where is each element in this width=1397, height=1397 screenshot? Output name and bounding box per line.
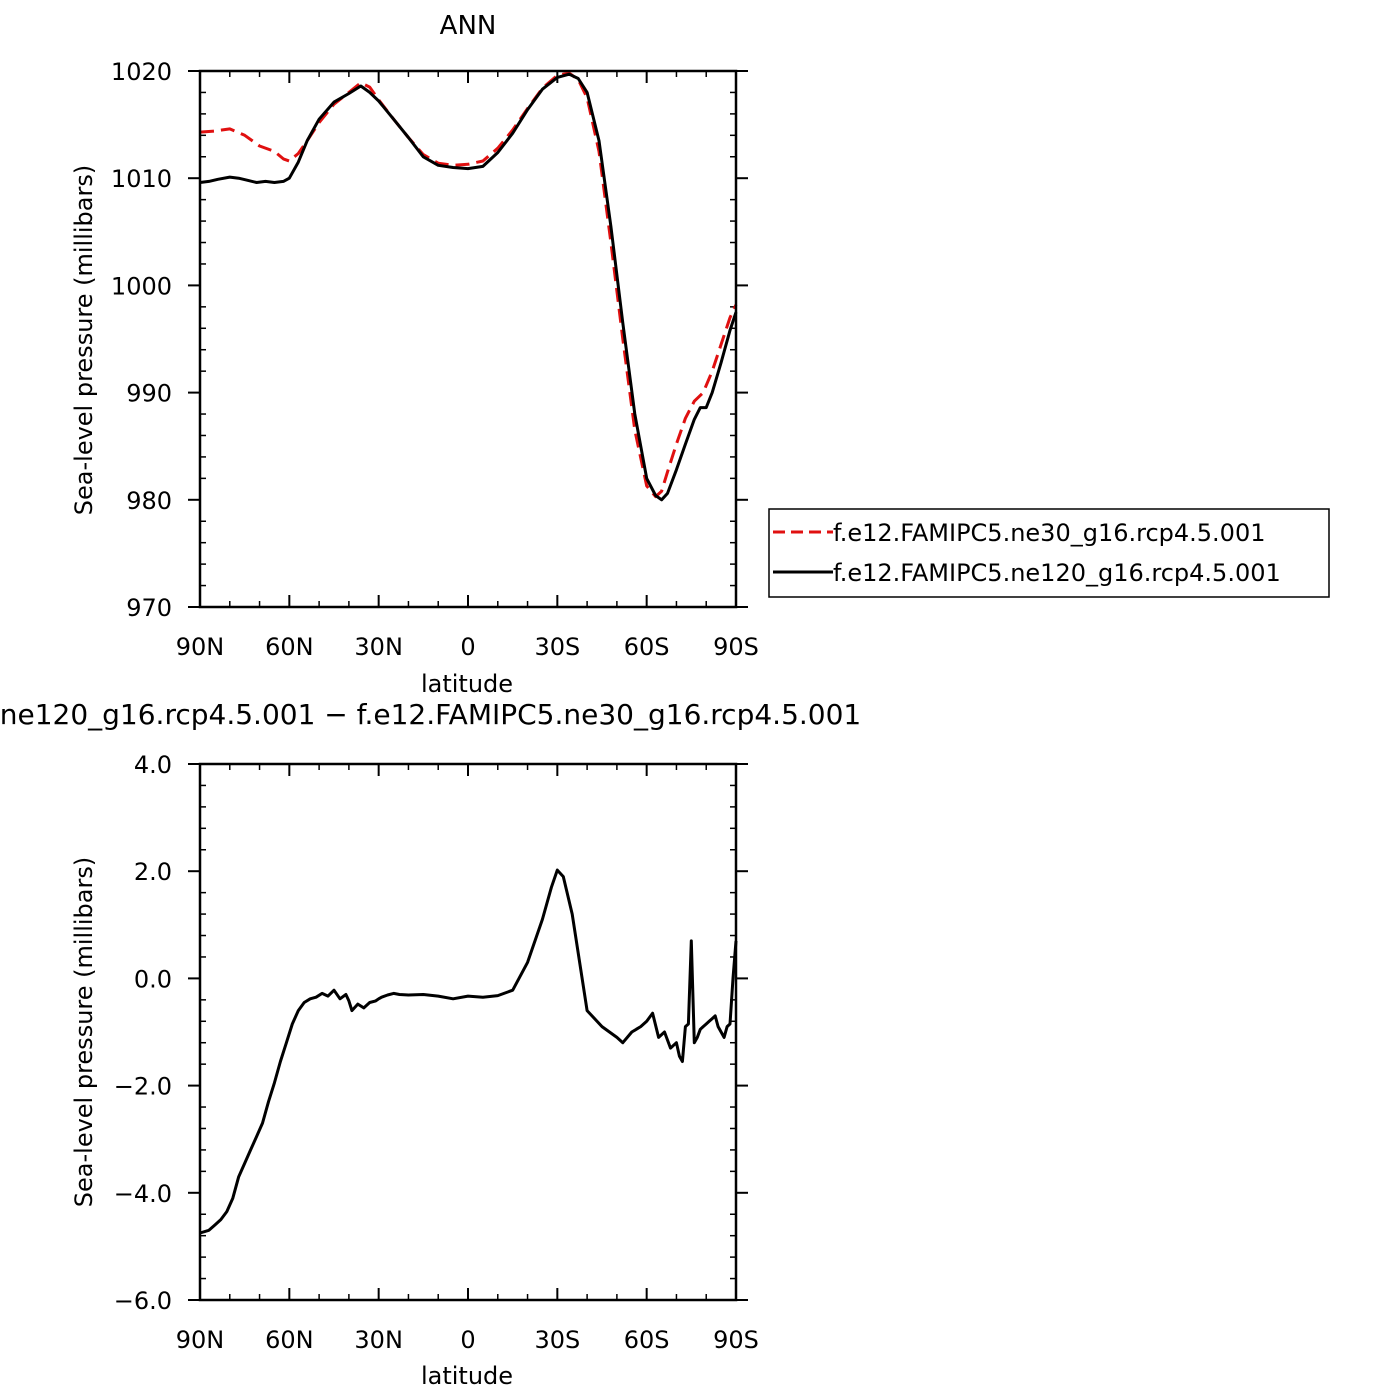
bottom-x-tick-label: 90N [176, 1326, 225, 1354]
top-y-tick-label: 990 [126, 380, 172, 408]
top-chart-title: ANN [440, 11, 497, 41]
top-series-line-1 [199, 72, 738, 502]
bottom-x-tick-label: 30S [534, 1326, 580, 1354]
top-y-tick-label: 980 [126, 487, 172, 515]
bottom-y-axis-label: Sea-level pressure (millibars) [70, 857, 98, 1207]
top-y-tick-label: 1020 [111, 58, 172, 86]
bottom-series-line-0 [199, 868, 738, 1235]
top-y-tick-label: 1000 [111, 272, 172, 300]
bottom-series-lines [199, 868, 738, 1235]
bottom-chart-title: f.e12.FAMIPC5.ne120_g16.rcp4.5.001 − f.e… [0, 698, 861, 731]
top-axis-ticks: 90N 60N 30N 0 30S 60S 90S 970 980 990 1000 1010 1020 [111, 58, 759, 661]
top-plot-frame [198, 69, 738, 609]
legend-label-ne120: f.e12.FAMIPC5.ne120_g16.rcp4.5.001 [833, 559, 1281, 587]
top-x-tick-label: 60N [265, 633, 314, 661]
bottom-plot-frame [198, 762, 738, 1302]
top-x-tick-label: 30N [354, 633, 403, 661]
top-x-tick-label: 90N [176, 633, 225, 661]
top-x-tick-label: 90S [713, 633, 759, 661]
legend: f.e12.FAMIPC5.ne30_g16.rcp4.5.001 f.e12.… [768, 508, 1330, 598]
top-x-tick-label: 30S [534, 633, 580, 661]
bottom-y-tick-label: 2.0 [134, 858, 172, 886]
bottom-x-tick-label: 0 [460, 1326, 475, 1354]
top-series-line-0 [199, 71, 738, 499]
bottom-line-chart: f.e12.FAMIPC5.ne120_g16.rcp4.5.001 − f.e… [0, 698, 861, 1390]
top-y-tick-label: 970 [126, 594, 172, 622]
bottom-y-tick-label: −2.0 [114, 1073, 172, 1101]
bottom-x-axis-label: latitude [421, 1362, 513, 1390]
bottom-x-tick-label: 60S [624, 1326, 670, 1354]
top-line-chart: ANN Sea-level pressure (millibars) latit… [70, 11, 759, 698]
legend-label-ne30: f.e12.FAMIPC5.ne30_g16.rcp4.5.001 [833, 519, 1266, 547]
bottom-x-tick-label: 30N [354, 1326, 403, 1354]
bottom-y-tick-label: −4.0 [114, 1180, 172, 1208]
top-series-lines [199, 71, 738, 502]
top-x-tick-label: 0 [460, 633, 475, 661]
bottom-y-tick-label: 0.0 [134, 965, 172, 993]
top-x-tick-label: 60S [624, 633, 670, 661]
bottom-x-tick-label: 60N [265, 1326, 314, 1354]
bottom-y-tick-label: 4.0 [134, 751, 172, 779]
bottom-axis-ticks: 90N 60N 30N 0 30S 60S 90S −6.0 −4.0 −2.0 0.0 2.0 4.0 [114, 751, 759, 1354]
bottom-y-tick-label: −6.0 [114, 1287, 172, 1315]
bottom-x-tick-label: 90S [713, 1326, 759, 1354]
top-y-tick-label: 1010 [111, 165, 172, 193]
top-x-axis-label: latitude [421, 670, 513, 698]
legend-box [768, 508, 1330, 598]
top-y-axis-label: Sea-level pressure (millibars) [70, 165, 98, 515]
